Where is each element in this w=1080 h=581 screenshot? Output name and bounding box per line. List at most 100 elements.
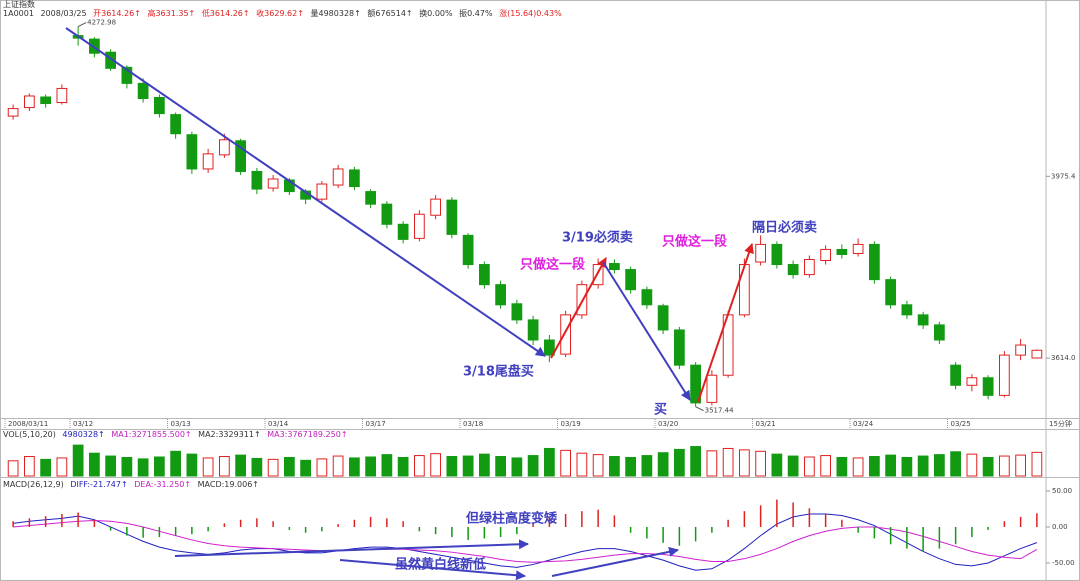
x-tick-label: 03/19 — [561, 420, 581, 428]
volume-bar — [755, 450, 766, 477]
volume-bar — [592, 454, 604, 477]
volume-bar — [917, 455, 929, 477]
legend-entry: DIFF:-21.747↑ — [70, 480, 128, 489]
x-tick-label: 03/13 — [171, 420, 191, 428]
macd-bar — [613, 515, 616, 527]
candle-body — [657, 305, 669, 331]
volume-bar — [999, 455, 1010, 477]
x-tick-label: 03/24 — [853, 420, 874, 428]
volume-bar — [706, 450, 718, 477]
volume-bar — [625, 456, 636, 477]
macd-bar — [1019, 516, 1022, 527]
volume-bar — [202, 457, 214, 477]
macd-bar — [824, 514, 827, 527]
volume-bar — [251, 457, 263, 477]
candle-body — [414, 213, 425, 239]
candle-body — [24, 95, 35, 109]
x-tick-label: 03/14 — [268, 420, 289, 428]
arrows — [65, 27, 754, 581]
macd-bar — [499, 526, 502, 538]
low-marker — [695, 406, 704, 412]
macd-bar — [467, 526, 469, 540]
candle-body — [316, 183, 328, 200]
candle-body — [1015, 344, 1026, 356]
volume-bar — [804, 456, 815, 477]
period-label: 15分钟 — [1049, 419, 1072, 428]
macd-bar — [548, 516, 551, 527]
candle-body — [365, 191, 376, 205]
quote-item: 涨(15.64)0.43% — [499, 9, 562, 18]
volume-bar — [316, 458, 328, 477]
candle-body — [771, 243, 783, 266]
macd-bar — [402, 521, 404, 527]
macd-bar — [694, 526, 697, 542]
volume-bar — [56, 457, 68, 477]
candle-body — [219, 139, 230, 156]
legend-entry: MA1:3271855.500↑ — [111, 430, 192, 439]
y-tick-label: 0.00 — [1052, 523, 1068, 531]
macd-bar — [662, 526, 664, 543]
volume-header: VOL(5,10,20) 4980328↑ MA1:3271855.500↑ M… — [3, 430, 352, 439]
candle-body — [755, 243, 766, 263]
candle-body — [901, 304, 913, 316]
candle-body — [852, 243, 864, 254]
candle-body — [739, 264, 750, 316]
x-tick-label: 03/18 — [463, 420, 483, 428]
legend-entry: DEA:-31.250↑ — [134, 480, 192, 489]
candle-body — [836, 248, 848, 255]
volume-bar — [901, 456, 913, 477]
macd-bar — [727, 519, 729, 527]
macd-bar — [223, 523, 226, 527]
volume-title: VOL(5,10,20) — [3, 430, 56, 439]
volume-bar — [219, 456, 230, 477]
volume-bar — [267, 458, 279, 477]
volume-bar — [446, 456, 458, 477]
candle-body — [706, 374, 718, 403]
candle-body — [917, 314, 929, 326]
macd-bar — [971, 526, 973, 538]
volume-bar — [560, 449, 571, 477]
macd-bar — [418, 526, 421, 532]
macd-bar — [434, 526, 437, 535]
macd-bar — [841, 519, 843, 527]
x-tick-label: 2008/03/11 — [8, 420, 48, 428]
candle-body — [267, 178, 279, 189]
volume-bar — [527, 455, 539, 477]
macd-bar — [808, 508, 811, 527]
macd-bar — [532, 522, 534, 527]
macd-bar — [142, 526, 144, 538]
quote-item: 开3614.26↑ — [93, 9, 141, 18]
high-label: 4272.98 — [87, 19, 116, 27]
candle-body — [202, 153, 214, 170]
macd-bar — [288, 526, 291, 530]
macd-bar — [61, 514, 63, 527]
candle-body — [121, 66, 133, 84]
candle-body — [495, 284, 506, 306]
volume-bar — [365, 456, 376, 477]
candle-body — [674, 329, 685, 366]
volume-bar — [657, 452, 669, 477]
macd-bar — [857, 526, 859, 533]
volume-bar — [836, 456, 848, 477]
candle-body — [397, 223, 409, 240]
annotation: 只做这一段 — [662, 234, 727, 250]
candle-body — [576, 284, 588, 316]
candle-body — [999, 354, 1010, 396]
candle-body — [479, 264, 490, 286]
macd-bar — [629, 526, 632, 533]
volume-bar — [576, 452, 588, 477]
macd-bar — [337, 524, 339, 527]
quote-item: 额676514↑ — [367, 9, 413, 18]
macd-bar — [12, 521, 14, 527]
candle-body — [251, 170, 263, 190]
macd-bar — [759, 505, 762, 527]
candle-body — [1031, 349, 1043, 359]
volume-bar — [787, 455, 799, 477]
low-label: 3517.44 — [705, 407, 734, 415]
volume-bar — [284, 456, 295, 477]
volume-bar — [24, 456, 35, 477]
volume-bar — [235, 454, 246, 477]
macd-bar — [906, 526, 908, 549]
macd-line — [13, 519, 1038, 563]
